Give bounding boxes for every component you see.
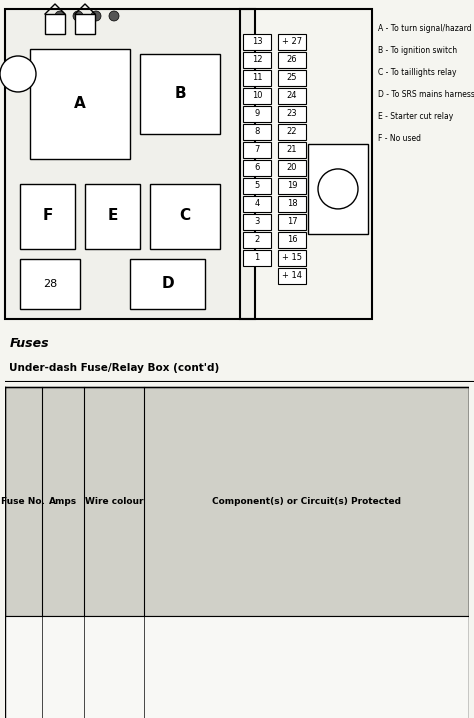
Bar xyxy=(243,250,271,266)
Circle shape xyxy=(55,11,65,21)
Bar xyxy=(85,184,140,249)
Text: 20: 20 xyxy=(287,164,297,172)
Bar xyxy=(278,52,306,68)
Text: B - To ignition switch: B - To ignition switch xyxy=(378,46,457,55)
Text: 13: 13 xyxy=(252,37,262,47)
Text: + 15: + 15 xyxy=(282,253,302,262)
Text: 5: 5 xyxy=(255,182,260,190)
Bar xyxy=(45,14,65,34)
Text: + 14: + 14 xyxy=(282,271,302,281)
Text: 1: 1 xyxy=(255,253,260,262)
Bar xyxy=(243,160,271,176)
Bar xyxy=(243,106,271,122)
Text: B: B xyxy=(174,86,186,101)
Bar xyxy=(243,124,271,140)
Text: Wire colour: Wire colour xyxy=(85,497,143,506)
Text: Amps: Amps xyxy=(49,497,77,506)
Bar xyxy=(278,106,306,122)
Bar xyxy=(20,259,80,309)
Bar xyxy=(5,9,255,319)
Bar xyxy=(308,144,368,234)
Bar xyxy=(278,160,306,176)
Bar xyxy=(278,142,306,158)
Text: 19: 19 xyxy=(287,182,297,190)
Circle shape xyxy=(73,11,83,21)
Bar xyxy=(278,178,306,194)
Text: 16: 16 xyxy=(287,236,297,244)
Bar xyxy=(243,196,271,212)
Bar xyxy=(130,259,205,309)
Bar xyxy=(5,388,469,616)
Text: 9: 9 xyxy=(255,109,260,118)
Text: Fuses: Fuses xyxy=(9,337,49,350)
Bar xyxy=(278,70,306,86)
Bar xyxy=(30,49,130,159)
Text: Component(s) or Circuit(s) Protected: Component(s) or Circuit(s) Protected xyxy=(212,497,401,506)
Text: D - To SRS mains harness: D - To SRS mains harness xyxy=(378,90,474,99)
Bar xyxy=(243,178,271,194)
Text: C - To taillights relay: C - To taillights relay xyxy=(378,68,456,77)
Text: 22: 22 xyxy=(287,128,297,136)
Bar xyxy=(278,34,306,50)
Text: 23: 23 xyxy=(287,109,297,118)
Text: E - Starter cut relay: E - Starter cut relay xyxy=(378,112,453,121)
Bar xyxy=(278,214,306,230)
Bar xyxy=(278,124,306,140)
Text: 2: 2 xyxy=(255,236,260,244)
Circle shape xyxy=(109,11,119,21)
Text: + 27: + 27 xyxy=(282,37,302,47)
Bar xyxy=(278,196,306,212)
Bar xyxy=(75,14,95,34)
Text: Fuse No.: Fuse No. xyxy=(1,497,45,506)
Bar xyxy=(150,184,220,249)
Bar xyxy=(20,184,75,249)
Text: 6: 6 xyxy=(255,164,260,172)
Text: 24: 24 xyxy=(287,91,297,101)
Bar xyxy=(243,70,271,86)
Text: D: D xyxy=(162,276,174,292)
Text: 4: 4 xyxy=(255,200,260,208)
Bar xyxy=(278,88,306,104)
Text: 28: 28 xyxy=(43,279,57,289)
Circle shape xyxy=(0,56,36,92)
Text: 12: 12 xyxy=(252,55,262,65)
Text: Under-dash Fuse/Relay Box (cont'd): Under-dash Fuse/Relay Box (cont'd) xyxy=(9,363,219,373)
Text: F: F xyxy=(43,208,53,223)
Bar xyxy=(243,214,271,230)
Bar xyxy=(243,34,271,50)
Bar xyxy=(278,232,306,248)
Bar xyxy=(278,268,306,284)
Text: A - To turn signal/hazard relay: A - To turn signal/hazard relay xyxy=(378,24,474,33)
Text: 18: 18 xyxy=(287,200,297,208)
Bar xyxy=(140,54,220,134)
Bar xyxy=(278,250,306,266)
Text: F - No used: F - No used xyxy=(378,134,421,143)
Text: E: E xyxy=(108,208,118,223)
Circle shape xyxy=(91,11,101,21)
Text: C: C xyxy=(180,208,191,223)
Text: 26: 26 xyxy=(287,55,297,65)
Bar xyxy=(243,232,271,248)
Text: 17: 17 xyxy=(287,218,297,226)
Text: 25: 25 xyxy=(287,73,297,83)
Bar xyxy=(243,52,271,68)
Bar xyxy=(243,142,271,158)
Text: 3: 3 xyxy=(255,218,260,226)
Text: 8: 8 xyxy=(255,128,260,136)
Text: A: A xyxy=(74,96,86,111)
Text: 11: 11 xyxy=(252,73,262,83)
Bar xyxy=(243,88,271,104)
Bar xyxy=(240,9,372,319)
Text: 7: 7 xyxy=(255,146,260,154)
Circle shape xyxy=(318,169,358,209)
Text: 10: 10 xyxy=(252,91,262,101)
Text: 21: 21 xyxy=(287,146,297,154)
